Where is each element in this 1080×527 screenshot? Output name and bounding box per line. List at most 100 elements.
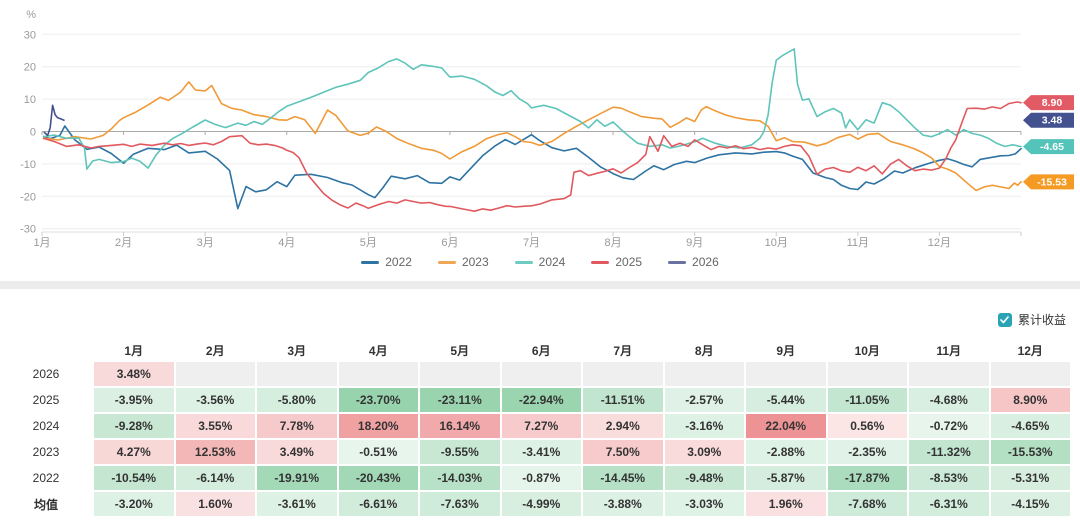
x-tick-label: 12月	[928, 237, 951, 249]
table-col-header: 11月	[909, 340, 989, 360]
table-col-header: 4月	[338, 340, 418, 360]
legend-item-2023[interactable]: 2023	[437, 255, 489, 269]
legend-item-2025[interactable]: 2025	[591, 255, 642, 269]
x-tick-label: 1月	[33, 237, 50, 249]
table-row-label: 2024	[0, 414, 92, 438]
table-cell	[583, 362, 663, 386]
table-cell	[420, 362, 500, 386]
table-cell: 18.20%	[338, 414, 418, 438]
table-cell: -6.14%	[175, 466, 255, 490]
table-cell: 3.55%	[175, 414, 255, 438]
table-cell: -5.80%	[257, 388, 337, 412]
table-cell: -2.35%	[827, 440, 907, 464]
end-value-badge	[1023, 95, 1074, 111]
x-tick-label: 4月	[278, 237, 295, 249]
table-cell: -4.99%	[501, 492, 581, 516]
table-cell: 8.90%	[990, 388, 1070, 412]
table-cell	[338, 362, 418, 386]
table-cell: -2.88%	[746, 440, 826, 464]
x-tick-label: 5月	[360, 237, 377, 249]
table-cell: -3.03%	[664, 492, 744, 516]
table-cell: -0.72%	[909, 414, 989, 438]
y-tick-label: -20	[20, 191, 36, 203]
table-cell: 7.50%	[583, 440, 663, 464]
table-cell: -9.28%	[94, 414, 174, 438]
table-cell: -9.55%	[420, 440, 500, 464]
end-value-badge-text: -4.65	[1040, 141, 1064, 153]
table-cell: -0.51%	[338, 440, 418, 464]
table-cell: -3.88%	[583, 492, 663, 516]
table-cell	[175, 362, 255, 386]
y-axis-unit: %	[26, 9, 36, 21]
table-row-label: 2026	[0, 362, 92, 386]
table-cell: 22.04%	[746, 414, 826, 438]
table-cell: 1.60%	[175, 492, 255, 516]
cumulative-return-checkbox[interactable]	[997, 312, 1012, 327]
table-cell: 7.27%	[501, 414, 581, 438]
table-cell: -4.68%	[909, 388, 989, 412]
legend-item-label: 2025	[615, 255, 643, 269]
legend-item-2022[interactable]: 2022	[361, 255, 412, 269]
table-cell: -5.44%	[746, 388, 826, 412]
table-row-label: 2022	[0, 466, 92, 490]
table-cell: -23.11%	[420, 388, 500, 412]
x-tick-label: 3月	[197, 237, 214, 249]
table-cell: -11.32%	[909, 440, 989, 464]
section-divider	[0, 281, 1080, 289]
table-row-label: 2023	[0, 440, 92, 464]
table-cell: 3.48%	[94, 362, 174, 386]
table-cell	[990, 362, 1070, 386]
end-value-badge-text: 8.90	[1042, 97, 1063, 109]
table-cell: 3.49%	[257, 440, 337, 464]
table-cell: 0.56%	[827, 414, 907, 438]
table-cell: -14.45%	[583, 466, 663, 490]
legend-item-label: 2024	[538, 255, 566, 269]
end-value-badge-text: 3.48	[1042, 115, 1063, 127]
legend-line-icon	[591, 260, 610, 264]
table-cell: -10.54%	[94, 466, 174, 490]
table-cell: -7.68%	[827, 492, 907, 516]
table-controls: 累计收益	[997, 311, 1066, 328]
table-cell: -9.48%	[664, 466, 744, 490]
table-corner-cell	[0, 340, 92, 360]
table-cell: -11.05%	[827, 388, 907, 412]
legend-item-2024[interactable]: 2024	[514, 255, 566, 269]
table-cell	[909, 362, 989, 386]
table-col-header: 8月	[664, 340, 744, 360]
table-row-label: 均值	[0, 492, 92, 516]
table-cell: 16.14%	[420, 414, 500, 438]
monthly-return-grid: 1月 2月 3月 4月 5月 6月 7月 8月 9月 10月 11月 12月 2026 3.48% 2025…	[0, 340, 1070, 516]
table-col-header: 2月	[175, 340, 255, 360]
y-tick-label: 0	[30, 127, 36, 139]
legend-line-icon	[668, 260, 687, 264]
table-cell: -3.20%	[94, 492, 174, 516]
table-cell: -5.87%	[746, 466, 826, 490]
y-tick-label: 30	[24, 29, 36, 41]
table-col-header: 7月	[583, 340, 663, 360]
table-row-label: 2025	[0, 388, 92, 412]
monthly-return-table: 1月 2月 3月 4月 5月 6月 7月 8月 9月 10月 11月 12月 2026 3.48% 2025…	[0, 340, 1070, 516]
table-cell: -3.56%	[175, 388, 255, 412]
table-col-header: 9月	[746, 340, 826, 360]
table-col-header: 3月	[257, 340, 337, 360]
table-col-header: 5月	[420, 340, 500, 360]
y-tick-label: -30	[20, 224, 36, 236]
series-line-2025	[42, 101, 1022, 212]
table-cell: -3.61%	[257, 492, 337, 516]
x-tick-label: 8月	[605, 237, 622, 249]
legend-line-icon	[361, 260, 380, 264]
table-cell: -0.87%	[501, 466, 581, 490]
table-cell: -4.65%	[990, 414, 1070, 438]
series-line-2023	[42, 81, 1022, 192]
table-col-header: 12月	[990, 340, 1070, 360]
series-line-2022	[42, 125, 1022, 210]
legend-item-2026[interactable]: 2026	[668, 255, 719, 269]
y-tick-label: 10	[24, 94, 36, 106]
table-cell: 4.27%	[94, 440, 174, 464]
table-col-header: 1月	[94, 340, 174, 360]
cumulative-return-line-chart[interactable]: % 30 20 10 0 -10 -20 -30 1月 2月 3月 4月 5月 6月 7月 8月 9月 10月 11…	[0, 0, 1080, 250]
table-cell	[746, 362, 826, 386]
table-col-header: 10月	[827, 340, 907, 360]
table-cell: -3.16%	[664, 414, 744, 438]
table-cell: -23.70%	[338, 388, 418, 412]
